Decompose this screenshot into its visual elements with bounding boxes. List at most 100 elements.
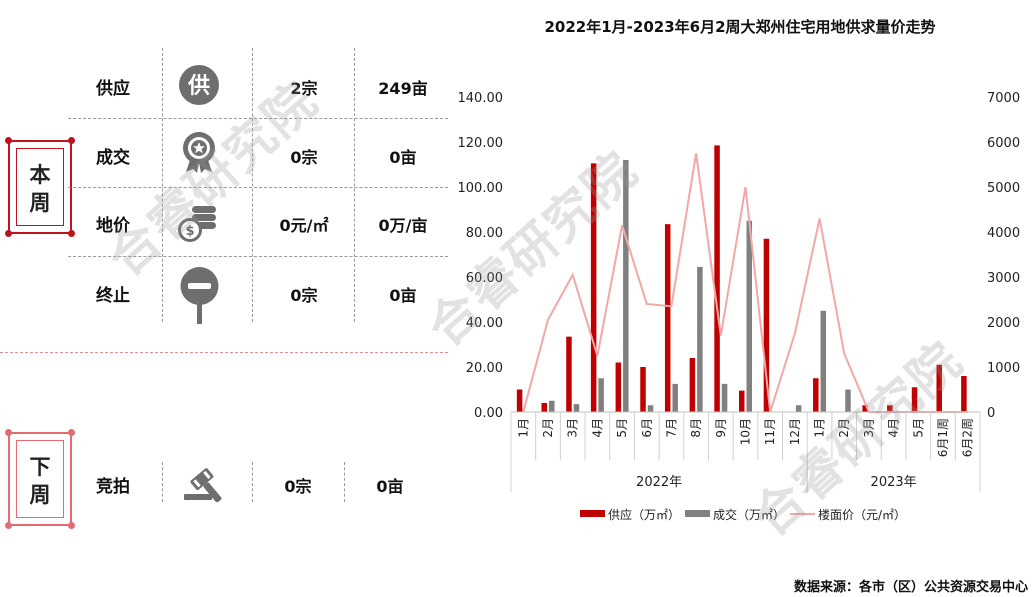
coins-icon: $: [178, 206, 216, 242]
deal-bar: [549, 400, 555, 412]
deal-bar: [820, 310, 827, 412]
row-label-price: 地价: [96, 216, 130, 236]
y-right-tick-label: 1000: [987, 361, 1020, 376]
x-tick-label: 6月1周: [936, 418, 950, 457]
x-tick-label: 3月: [862, 418, 876, 438]
x-tick-label: 6月: [640, 418, 654, 438]
next-week-label-1: 下: [29, 455, 51, 479]
grid-divider: [252, 462, 253, 502]
row-label-terminated: 终止: [96, 286, 130, 306]
deal-bar: [672, 383, 678, 412]
supply-area: 249亩: [378, 79, 428, 98]
supply-bar: [936, 364, 942, 412]
supply-bar: [714, 145, 720, 412]
terminated-area: 0亩: [389, 286, 417, 305]
supply-bar: [911, 387, 918, 412]
y-right-tick-label: 2000: [987, 316, 1020, 331]
x-tick-label: 12月: [788, 418, 802, 445]
supply-bar: [566, 336, 572, 412]
svg-text:$: $: [185, 224, 194, 239]
group-label: 2023年: [871, 475, 917, 490]
y-right-tick-label: 4000: [987, 226, 1020, 241]
y-left-tick-label: 140.00: [458, 91, 504, 106]
section-divider: [0, 352, 448, 353]
legend-label: 供应（万㎡）: [608, 507, 680, 522]
deal-bar: [647, 405, 654, 412]
x-tick-label: 1月: [813, 418, 827, 438]
y-right-tick-label: 3000: [987, 271, 1020, 286]
price-line: [522, 153, 968, 413]
grid-divider: [252, 48, 253, 322]
x-tick-label: 5月: [911, 418, 925, 438]
x-tick-label: 9月: [714, 418, 728, 438]
deal-bar: [623, 160, 629, 412]
supply-bar: [739, 390, 745, 412]
supply-bar: [763, 238, 770, 412]
x-tick-label: 4月: [887, 418, 901, 438]
svg-text:供: 供: [187, 73, 210, 99]
stop-sign-icon: [180, 267, 219, 324]
supply-bar: [640, 367, 646, 412]
x-tick-label: 10月: [739, 418, 753, 445]
y-left-tick-label: 20.00: [466, 361, 503, 376]
supply-bar: [516, 389, 523, 412]
y-left-tick-label: 120.00: [458, 136, 504, 151]
supply-bar: [961, 376, 967, 412]
chart-title: 2022年1月-2023年6月2周大郑州住宅用地供求量价走势: [544, 18, 936, 36]
supply-count: 2宗: [290, 79, 318, 98]
grid-divider: [68, 118, 448, 119]
x-tick-label: 6月2周: [961, 418, 975, 457]
deal-bar: [845, 389, 851, 412]
y-left-tick-label: 40.00: [466, 316, 503, 331]
supply-icon: 供: [179, 65, 219, 105]
deal-bar: [598, 378, 604, 412]
deal-bar: [795, 405, 802, 412]
y-right-tick-label: 7000: [987, 91, 1020, 106]
terminated-count: 0宗: [290, 286, 318, 305]
grid-divider: [344, 462, 345, 502]
legend-swatch: [685, 510, 710, 517]
row-label-supply: 供应: [96, 79, 130, 99]
supply-bar: [664, 224, 671, 412]
supply-bar: [541, 403, 548, 412]
deal-bar: [697, 266, 703, 412]
award-icon: [183, 132, 215, 173]
y-left-tick-label: 100.00: [458, 181, 504, 196]
supply-bar: [689, 358, 696, 412]
x-tick-label: 8月: [689, 418, 703, 438]
x-tick-label: 2月: [541, 418, 555, 438]
land-price-unit: 0元/㎡: [279, 216, 329, 235]
row-label-deal: 成交: [96, 148, 130, 168]
x-tick-label: 7月: [664, 418, 678, 438]
supply-bar: [862, 405, 868, 412]
x-tick-label: 3月: [566, 418, 580, 438]
deal-bar: [573, 404, 580, 412]
grid-divider: [162, 48, 163, 322]
y-left-tick-label: 80.00: [466, 226, 503, 241]
deal-bar: [721, 383, 728, 412]
legend-label: 成交（万㎡）: [713, 507, 785, 522]
auction-area: 0亩: [376, 477, 404, 496]
grid-divider: [354, 48, 355, 322]
x-tick-label: 2月: [837, 418, 851, 438]
next-week-label-2: 周: [29, 483, 51, 507]
grid-divider: [68, 187, 448, 188]
x-tick-label: 11月: [763, 418, 777, 445]
grid-divider: [68, 256, 448, 257]
gavel-icon: [184, 468, 222, 502]
grid-divider: [162, 462, 163, 502]
next-week-badge: 下 周: [5, 429, 75, 529]
supply-bar: [615, 362, 622, 412]
y-right-tick-label: 0: [987, 406, 995, 421]
deal-count: 0宗: [290, 148, 318, 167]
y-right-tick-label: 6000: [987, 136, 1020, 151]
group-label: 2022年: [636, 475, 682, 490]
legend-swatch: [580, 510, 605, 517]
x-tick-label: 4月: [590, 418, 604, 438]
deal-bar: [746, 220, 752, 412]
row-label-auction: 竞拍: [96, 477, 130, 497]
y-left-tick-label: 0.00: [474, 406, 503, 421]
x-tick-label: 1月: [516, 418, 530, 438]
supply-bar: [590, 163, 597, 412]
